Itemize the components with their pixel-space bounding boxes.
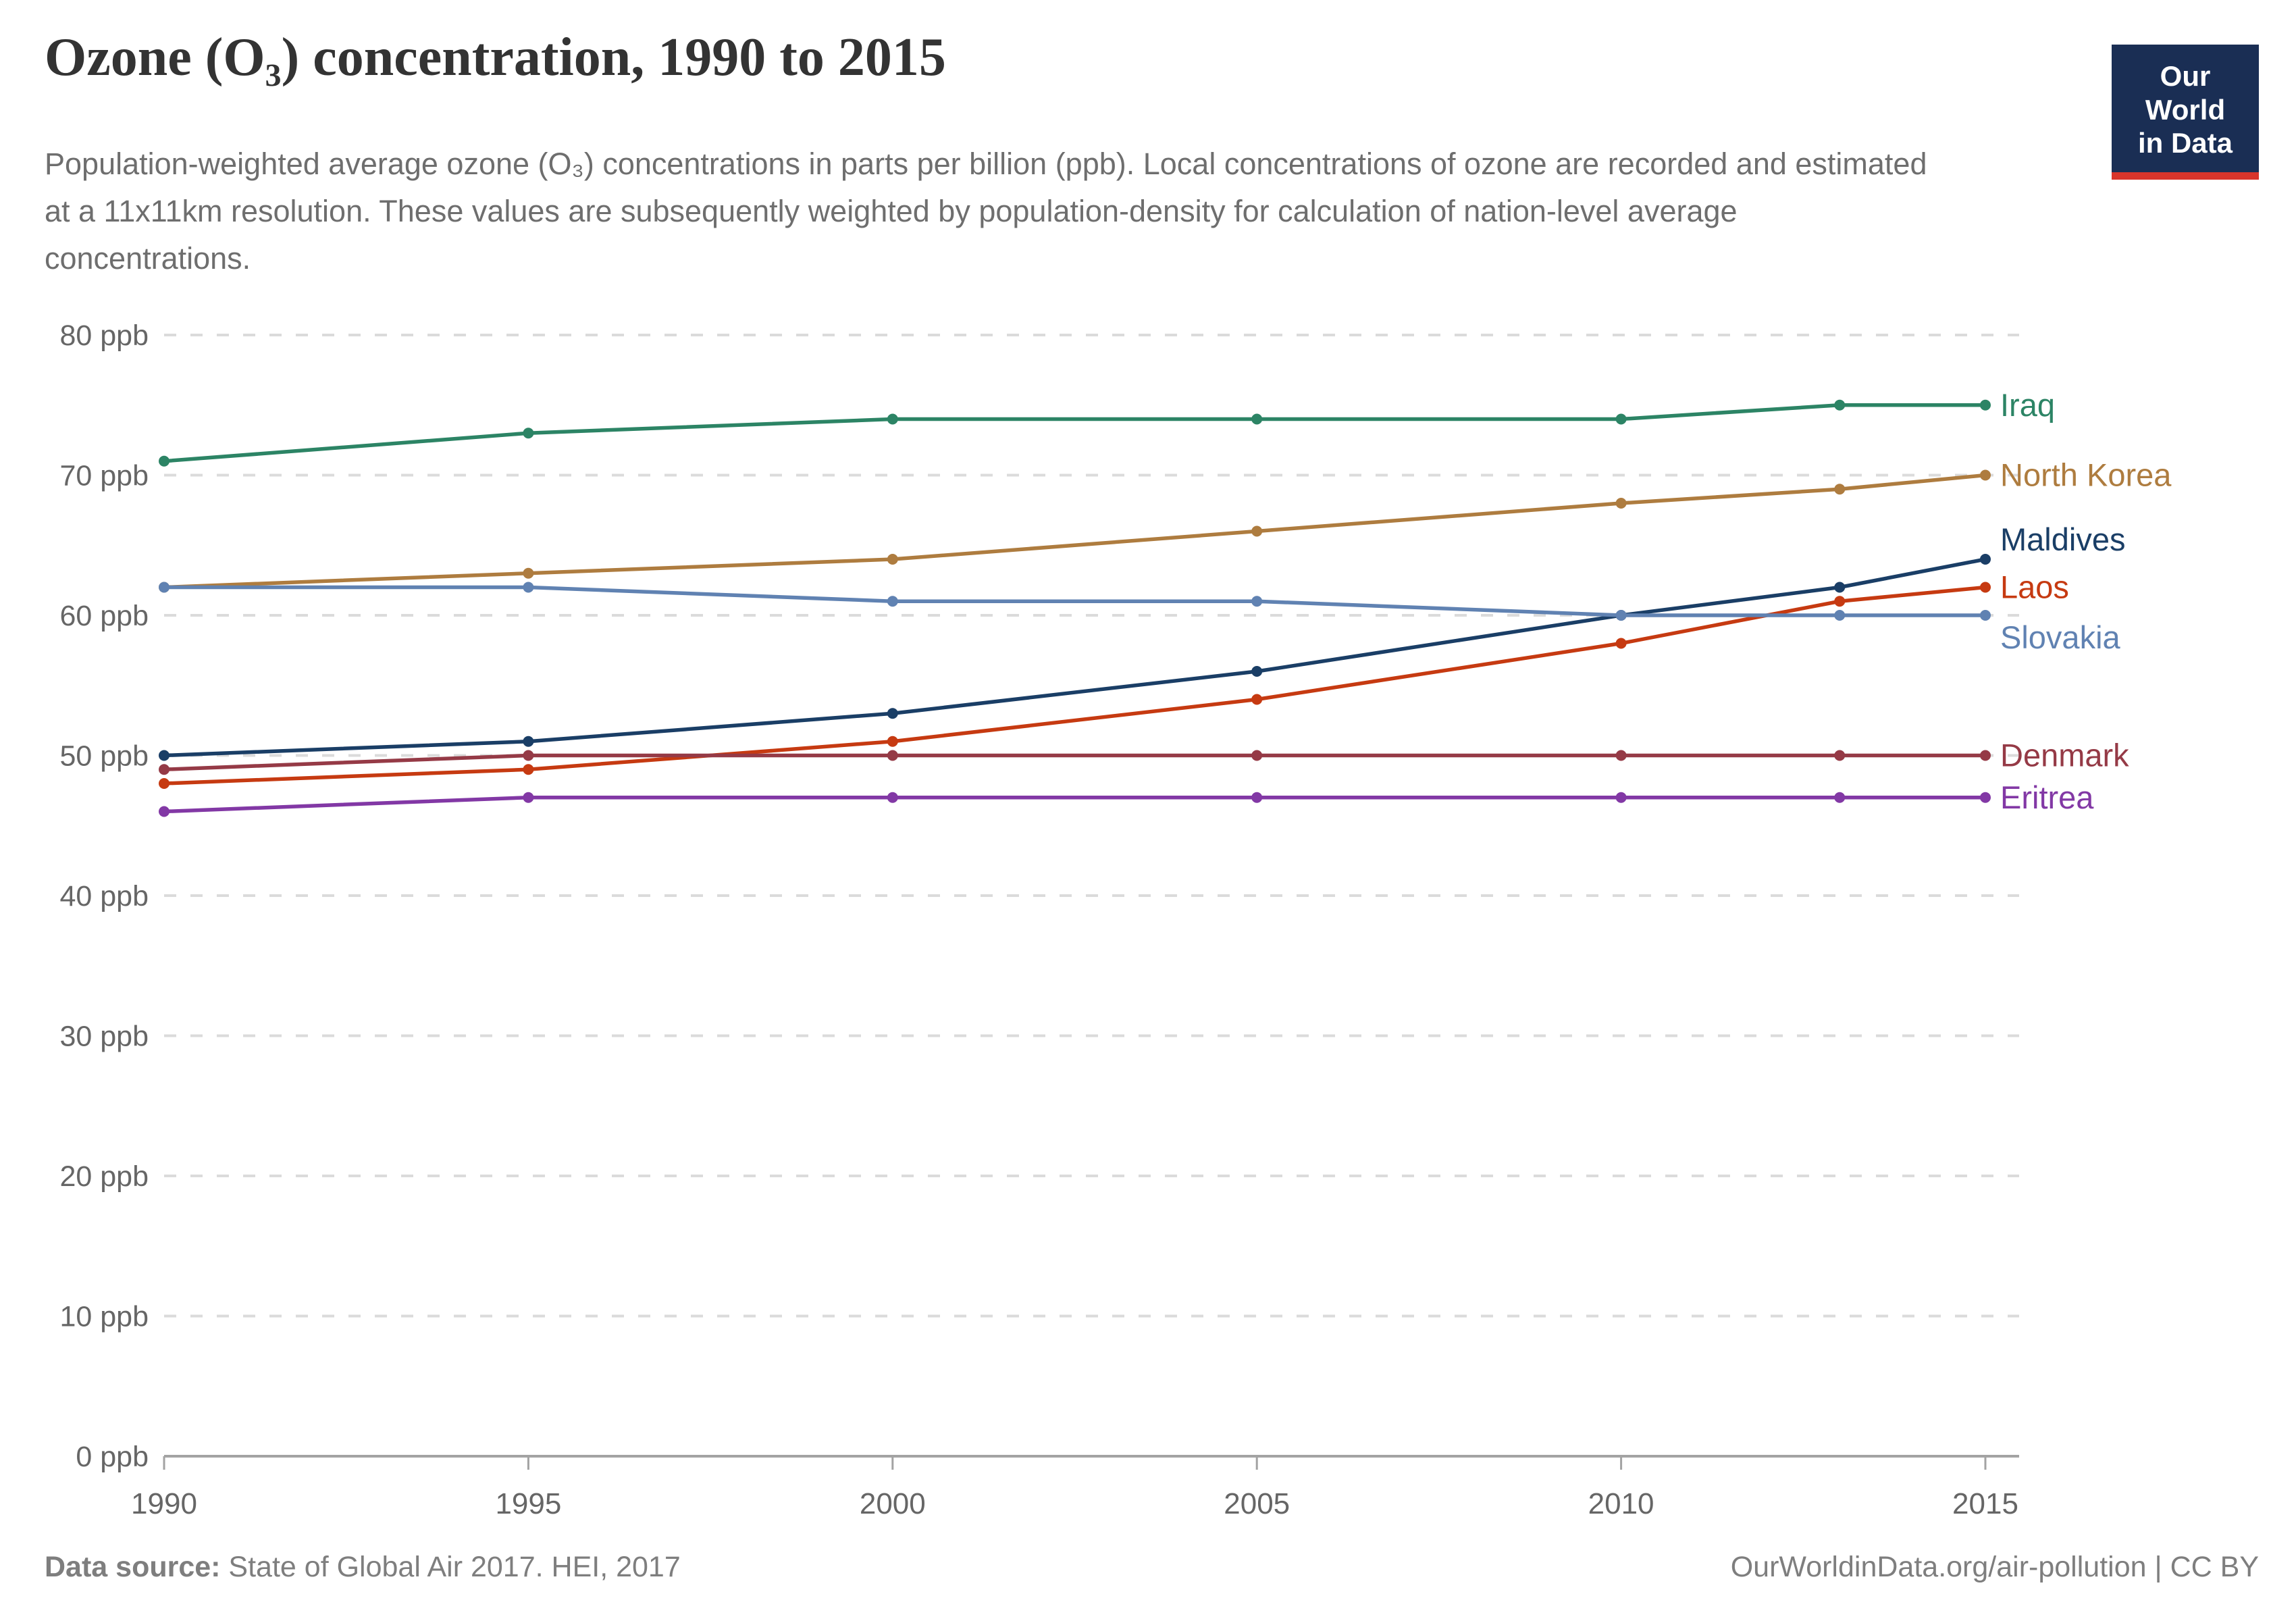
dot-iraq-2013[interactable] (1834, 399, 1846, 411)
dot-iraq-2000[interactable] (887, 413, 898, 425)
series-maldives[interactable]: Maldives (159, 521, 2125, 761)
x-axis: 1990 1995 2000 2005 2010 2015 (131, 1455, 2019, 1520)
dot-iraq-2015[interactable] (1980, 399, 1991, 411)
series-label-eritrea[interactable]: Eritrea (2000, 779, 2094, 815)
dot-north-korea-2005[interactable] (1251, 525, 1263, 537)
owid-logo-redbar (2112, 172, 2259, 180)
series-denmark[interactable]: Denmark (159, 738, 2129, 775)
data-source: Data source: State of Global Air 2017. H… (45, 1551, 681, 1584)
dot-denmark-2015[interactable] (1980, 750, 1991, 761)
owid-logo: Our World in Data (2112, 45, 2259, 180)
data-source-label: Data source: (45, 1551, 221, 1583)
dot-eritrea-2000[interactable] (887, 792, 898, 803)
page-subtitle: Population-weighted average ozone (O₃) c… (45, 147, 1927, 276)
x-tick-label-2010: 2010 (1588, 1487, 1654, 1520)
dot-north-korea-2015[interactable] (1980, 469, 1991, 481)
series-label-laos[interactable]: Laos (2000, 569, 2069, 605)
y-tick-label-10: 10 ppb (59, 1301, 149, 1333)
page-title: Ozone (O₃) concentration, 1990 to 2015 (45, 28, 946, 87)
series-eritrea[interactable]: Eritrea (159, 779, 2094, 817)
dot-laos-1990[interactable] (159, 778, 169, 789)
dot-denmark-1990[interactable] (159, 764, 169, 775)
dot-eritrea-2005[interactable] (1251, 792, 1263, 803)
data-source-text: State of Global Air 2017. HEI, 2017 (220, 1551, 681, 1583)
line-denmark[interactable] (162, 753, 1987, 771)
dot-maldives-1995[interactable] (523, 736, 534, 747)
y-tick-label-80: 80 ppb (59, 319, 149, 352)
dot-denmark-1995[interactable] (523, 750, 534, 761)
owid-logo-line1: Our World (2145, 60, 2226, 126)
dot-maldives-2013[interactable] (1834, 582, 1846, 593)
dot-slovakia-1995[interactable] (523, 582, 534, 593)
dot-eritrea-1990[interactable] (159, 806, 169, 817)
dot-eritrea-2013[interactable] (1834, 792, 1846, 803)
dot-denmark-2010[interactable] (1615, 750, 1627, 761)
dot-iraq-2005[interactable] (1251, 413, 1263, 425)
y-tick-label-70: 70 ppb (59, 460, 149, 492)
dot-laos-2015[interactable] (1980, 582, 1991, 593)
dot-laos-2000[interactable] (887, 736, 898, 747)
dot-north-korea-2000[interactable] (887, 554, 898, 565)
dot-eritrea-2010[interactable] (1615, 792, 1627, 803)
dot-slovakia-1990[interactable] (159, 582, 169, 593)
dot-iraq-2010[interactable] (1615, 413, 1627, 425)
gridlines (164, 334, 2019, 1318)
y-tick-label-40: 40 ppb (59, 880, 149, 912)
dot-slovakia-2000[interactable] (887, 596, 898, 607)
x-tick-label-2015: 2015 (1952, 1487, 2018, 1520)
dot-maldives-2000[interactable] (887, 708, 898, 719)
dot-north-korea-2010[interactable] (1615, 498, 1627, 509)
owid-logo-text: Our World in Data (2112, 45, 2259, 172)
dot-iraq-1990[interactable] (159, 455, 169, 467)
x-tick-label-1995: 1995 (495, 1487, 561, 1520)
x-tick-label-1990: 1990 (131, 1487, 197, 1520)
y-axis-labels: 0 ppb 10 ppb 20 ppb 30 ppb 40 ppb 50 ppb 60 pp… (59, 319, 149, 1473)
series-label-iraq[interactable]: Iraq (2000, 387, 2055, 423)
dot-laos-2005[interactable] (1251, 694, 1263, 705)
dot-north-korea-2013[interactable] (1834, 484, 1846, 495)
dot-slovakia-2010[interactable] (1615, 610, 1627, 621)
dot-denmark-2000[interactable] (887, 750, 898, 761)
dot-iraq-1995[interactable] (523, 428, 534, 439)
dot-north-korea-1995[interactable] (523, 567, 534, 579)
line-iraq[interactable] (162, 403, 1987, 463)
series-label-north-korea[interactable]: North Korea (2000, 457, 2172, 493)
dot-denmark-2005[interactable] (1251, 750, 1263, 761)
chart-footer: Data source: State of Global Air 2017. H… (45, 1551, 2259, 1584)
line-slovakia[interactable] (162, 585, 1987, 617)
dot-laos-2010[interactable] (1615, 638, 1627, 649)
y-tick-label-0: 0 ppb (76, 1441, 149, 1473)
dot-slovakia-2013[interactable] (1834, 610, 1846, 621)
line-eritrea[interactable] (162, 796, 1987, 814)
dot-eritrea-1995[interactable] (523, 792, 534, 803)
series-north-korea[interactable]: North Korea (159, 457, 2172, 593)
owid-logo-line2: in Data (2137, 127, 2233, 159)
y-tick-label-50: 50 ppb (59, 740, 149, 773)
series-label-maldives[interactable]: Maldives (2000, 521, 2125, 557)
dot-maldives-1990[interactable] (159, 750, 169, 761)
series-slovakia[interactable]: Slovakia (159, 582, 2121, 656)
line-north-korea[interactable] (162, 473, 1987, 590)
dot-slovakia-2015[interactable] (1980, 610, 1991, 621)
series-iraq[interactable]: Iraq (159, 387, 2055, 467)
dot-eritrea-2015[interactable] (1980, 792, 1991, 803)
dot-slovakia-2005[interactable] (1251, 596, 1263, 607)
series-label-denmark[interactable]: Denmark (2000, 738, 2129, 773)
y-tick-label-60: 60 ppb (59, 600, 149, 632)
dot-laos-1995[interactable] (523, 764, 534, 775)
x-tick-label-2000: 2000 (860, 1487, 926, 1520)
footer-license[interactable]: OurWorldinData.org/air-pollution | CC BY (1730, 1551, 2259, 1583)
dot-maldives-2015[interactable] (1980, 554, 1991, 565)
dot-denmark-2013[interactable] (1834, 750, 1846, 761)
y-tick-label-30: 30 ppb (59, 1021, 149, 1053)
y-tick-label-20: 20 ppb (59, 1160, 149, 1193)
series-laos[interactable]: Laos (159, 569, 2069, 790)
series-label-slovakia[interactable]: Slovakia (2000, 619, 2121, 655)
dot-laos-2013[interactable] (1834, 596, 1846, 607)
x-tick-label-2005: 2005 (1224, 1487, 1290, 1520)
dot-maldives-2005[interactable] (1251, 666, 1263, 677)
